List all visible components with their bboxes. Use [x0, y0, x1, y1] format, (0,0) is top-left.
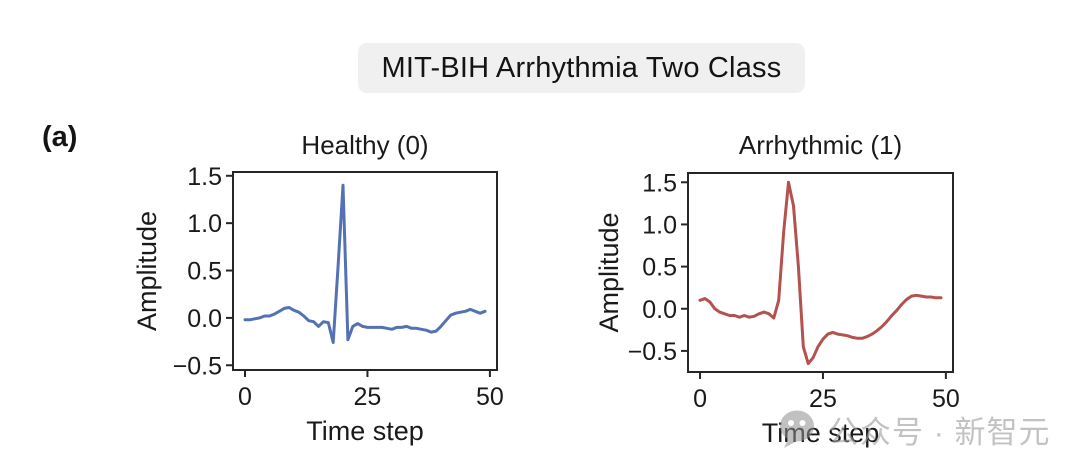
x-tick-label: 50	[932, 385, 960, 413]
axes-frame	[687, 172, 954, 373]
signal-line	[698, 180, 943, 366]
x-tick-label: 25	[354, 383, 382, 411]
y-tick-label: 1.5	[642, 169, 677, 197]
y-tick-label: 0.5	[642, 254, 677, 282]
y-axis-label: Amplitude	[132, 211, 162, 331]
chart-title: Arrhythmic (1)	[739, 130, 902, 160]
x-tick-label: 0	[238, 383, 252, 411]
arrhythmic-ecg-chart: Arrhythmic (1) 0 25 50 1.5 1.0 0.5 0.0 −0.5 Time …	[594, 130, 960, 448]
y-tick-label: 1.5	[187, 163, 222, 191]
panel-label: (a)	[42, 121, 78, 153]
axes-frame	[232, 171, 498, 371]
healthy-ecg-chart: Healthy (0) 0 25 50 1.5 1.0 0.5 0.0 −0.5 Time ste…	[132, 130, 504, 446]
y-axis-label: Amplitude	[594, 212, 624, 332]
x-tick-label: 50	[476, 383, 504, 411]
y-tick-label: −0.5	[628, 338, 677, 366]
signal-line	[243, 183, 487, 344]
x-axis-label: Time step	[762, 418, 880, 448]
y-tick-label: 0.0	[642, 296, 677, 324]
x-axis-label: Time step	[306, 416, 424, 446]
y-tick-label: −0.5	[173, 352, 222, 380]
figure-title-badge: MIT-BIH Arrhythmia Two Class	[358, 43, 805, 93]
y-tick-label: 1.0	[642, 211, 677, 239]
y-tick-label: 1.0	[187, 210, 222, 238]
x-tick-label: 0	[693, 385, 707, 413]
y-tick-label: 0.0	[187, 305, 222, 333]
x-tick-label: 25	[809, 385, 837, 413]
figure-title: MIT-BIH Arrhythmia Two Class	[381, 51, 782, 84]
chart-title: Healthy (0)	[301, 130, 428, 160]
y-tick-label: 0.5	[187, 258, 222, 286]
